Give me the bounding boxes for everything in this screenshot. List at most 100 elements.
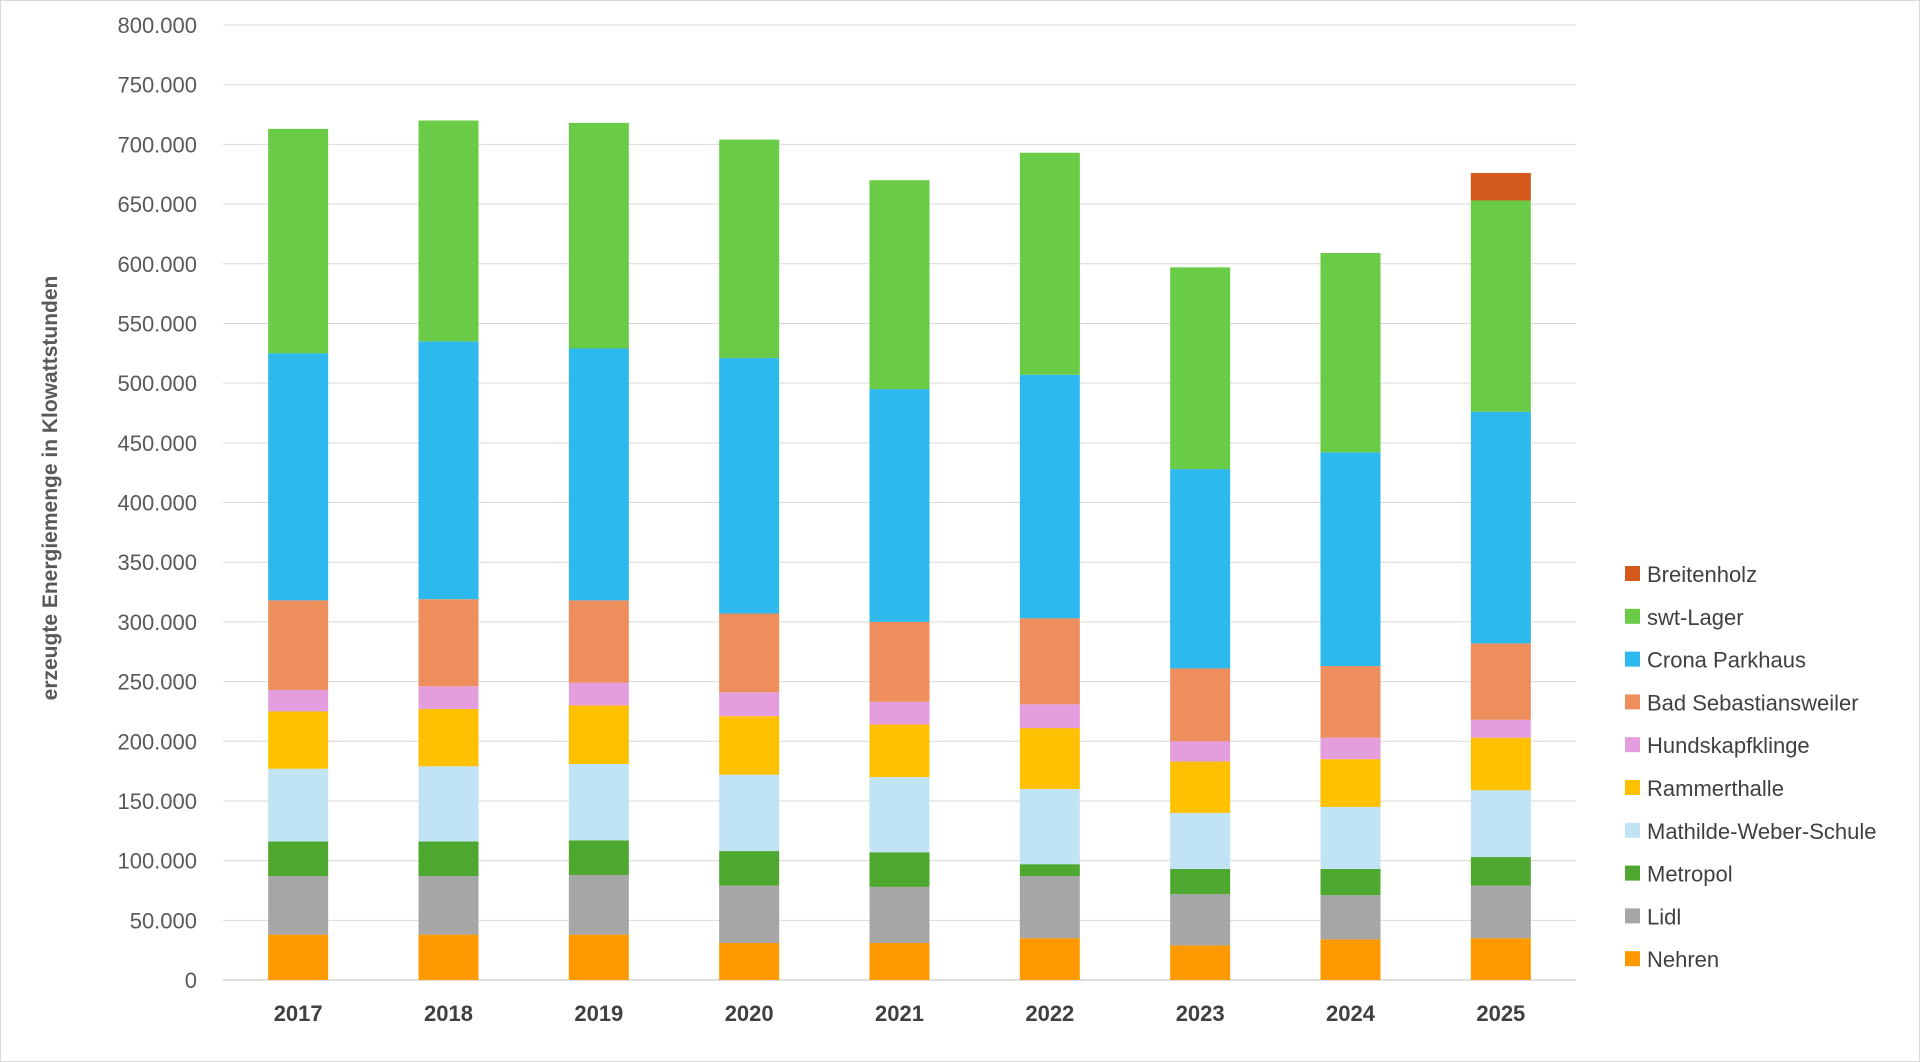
- bar-segment-swt-lager: [1470, 200, 1531, 412]
- bar-segment-hundskapfklinge: [1320, 737, 1381, 760]
- y-tick-label: 750.000: [117, 73, 197, 98]
- bar-segment-rammerthalle: [869, 724, 930, 778]
- bar-segment-rammerthalle: [568, 705, 629, 764]
- bar-segment-hundskapfklinge: [418, 686, 479, 710]
- legend: Breitenholz swt-Lager Crona Parkhaus Bad Se…: [1625, 562, 1876, 972]
- bar-segment-swt-lager: [719, 139, 780, 359]
- bar-segment-swt-lager: [418, 120, 479, 342]
- y-tick-label: 350.000: [117, 550, 197, 575]
- y-tick-label: 800.000: [117, 13, 197, 38]
- bar-segment-nehren: [719, 942, 780, 980]
- bar-segment-bad-sebastiansweiler: [568, 600, 629, 683]
- bar-segment-bad-sebastiansweiler: [1470, 643, 1531, 720]
- bar-segment-mathilde-weber-schule: [1470, 790, 1531, 858]
- y-tick-label: 150.000: [117, 789, 197, 814]
- x-tick-label: 2021: [875, 1001, 924, 1026]
- y-tick-label: 650.000: [117, 192, 197, 217]
- bar-segment-rammerthalle: [719, 716, 780, 775]
- legend-swatch: [1625, 566, 1640, 581]
- bar-segment-crona-parkhaus: [869, 389, 930, 622]
- y-tick-label: 0: [185, 968, 197, 993]
- bar-segment-metropol: [568, 840, 629, 875]
- bar-segment-nehren: [568, 934, 629, 980]
- bar-segment-mathilde-weber-schule: [1019, 789, 1080, 865]
- bar-segment-hundskapfklinge: [1470, 719, 1531, 738]
- bar-segment-mathilde-weber-schule: [568, 763, 629, 841]
- y-axis-ticks: 0 50.000 100.000 150.000 200.000 250.000 300.0…: [117, 13, 197, 993]
- bar-segment-crona-parkhaus: [568, 348, 629, 601]
- bar-segment-hundskapfklinge: [1019, 704, 1080, 729]
- bar-segment-crona-parkhaus: [268, 353, 329, 601]
- legend-label: Mathilde-Weber-Schule: [1647, 819, 1876, 844]
- bars: [268, 120, 1531, 980]
- bar-segment-nehren: [1320, 939, 1381, 980]
- y-tick-label: 200.000: [117, 729, 197, 754]
- bar-segment-lidl: [418, 876, 479, 935]
- bar-segment-swt-lager: [268, 128, 329, 354]
- x-tick-label: 2018: [424, 1001, 473, 1026]
- x-tick-label: 2023: [1176, 1001, 1225, 1026]
- x-tick-label: 2019: [574, 1001, 623, 1026]
- bar-segment-swt-lager: [1019, 152, 1080, 375]
- bar-segment-crona-parkhaus: [1470, 411, 1531, 644]
- legend-swatch: [1625, 694, 1640, 710]
- bar-segment-crona-parkhaus: [1019, 374, 1080, 619]
- legend-label: Lidl: [1647, 904, 1681, 929]
- bar-segment-lidl: [719, 885, 780, 943]
- bar-segment-lidl: [869, 886, 930, 943]
- bar-segment-bad-sebastiansweiler: [268, 600, 329, 690]
- bar-segment-crona-parkhaus: [1170, 469, 1231, 669]
- bar-segment-crona-parkhaus: [719, 358, 780, 614]
- legend-label: Bad Sebastiansweiler: [1647, 690, 1859, 715]
- y-tick-label: 250.000: [117, 670, 197, 695]
- bar-segment-nehren: [268, 934, 329, 980]
- bar-segment-breitenholz: [1470, 173, 1531, 201]
- bar-segment-metropol: [1320, 868, 1381, 896]
- bar-segment-bad-sebastiansweiler: [719, 613, 780, 693]
- bar-segment-lidl: [1019, 876, 1080, 939]
- legend-swatch: [1625, 780, 1640, 795]
- y-tick-label: 550.000: [117, 311, 197, 336]
- bar-segment-nehren: [1019, 938, 1080, 980]
- bar-segment-hundskapfklinge: [568, 682, 629, 706]
- bar-segment-rammerthalle: [268, 711, 329, 769]
- y-tick-label: 450.000: [117, 431, 197, 456]
- bar-segment-metropol: [1470, 857, 1531, 886]
- y-tick-label: 500.000: [117, 371, 197, 396]
- bar-segment-rammerthalle: [1019, 728, 1080, 789]
- legend-swatch: [1625, 651, 1640, 667]
- bar-segment-rammerthalle: [418, 709, 479, 767]
- bar-segment-metropol: [268, 841, 329, 877]
- legend-label: Hundskapfklinge: [1647, 733, 1810, 758]
- bar-segment-rammerthalle: [1470, 737, 1531, 791]
- bar-segment-lidl: [1170, 894, 1231, 946]
- x-tick-label: 2020: [725, 1001, 774, 1026]
- bar-segment-metropol: [719, 851, 780, 886]
- bar-segment-metropol: [1019, 864, 1080, 877]
- bar-segment-metropol: [418, 841, 479, 877]
- legend-label: swt-Lager: [1647, 605, 1744, 630]
- x-tick-label: 2024: [1326, 1001, 1376, 1026]
- bar-segment-bad-sebastiansweiler: [869, 621, 930, 702]
- legend-label: Crona Parkhaus: [1647, 648, 1806, 673]
- bar-segment-lidl: [568, 874, 629, 935]
- y-axis-label: erzeugte Energiemenge in Klowattstunden: [39, 276, 62, 701]
- bar-segment-mathilde-weber-schule: [1320, 806, 1381, 869]
- legend-label: Rammerthalle: [1647, 776, 1784, 801]
- bar-segment-rammerthalle: [1320, 759, 1381, 807]
- y-tick-label: 400.000: [117, 491, 197, 516]
- bar-segment-swt-lager: [1320, 253, 1381, 453]
- legend-swatch: [1625, 737, 1640, 753]
- legend-label: Nehren: [1647, 947, 1719, 972]
- y-tick-label: 600.000: [117, 252, 197, 277]
- bar-segment-crona-parkhaus: [418, 341, 479, 600]
- bar-segment-nehren: [418, 934, 479, 980]
- bar-segment-swt-lager: [1170, 267, 1231, 470]
- x-tick-label: 2025: [1476, 1001, 1525, 1026]
- bar-segment-bad-sebastiansweiler: [418, 599, 479, 687]
- bar-segment-bad-sebastiansweiler: [1320, 666, 1381, 738]
- bar-segment-crona-parkhaus: [1320, 452, 1381, 667]
- x-axis-ticks: 2017 2018 2019 2020 2021 2022 2023 2024 2025: [274, 1001, 1526, 1026]
- y-tick-label: 300.000: [117, 610, 197, 635]
- bar-segment-nehren: [1470, 938, 1531, 980]
